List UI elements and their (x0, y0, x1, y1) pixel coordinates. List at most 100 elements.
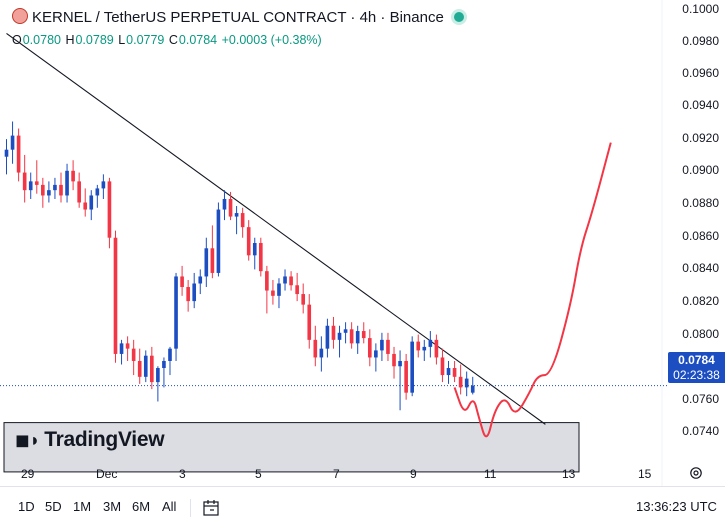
range-1d-button[interactable]: 1D (18, 499, 35, 514)
candle-body (131, 348, 136, 361)
candle-body (16, 135, 21, 173)
candle-body (404, 360, 408, 393)
candle-body (374, 350, 378, 358)
y-tick: 0.0740 (682, 424, 719, 438)
candle-body (361, 331, 366, 339)
candle-body (198, 276, 203, 284)
candle-body (252, 243, 257, 256)
range-6m-button[interactable]: 6M (132, 499, 151, 514)
y-tick: 0.0960 (682, 66, 719, 80)
candle-body (246, 227, 251, 256)
candle-body (204, 248, 209, 277)
x-tick: 3 (179, 467, 186, 481)
open-value: 0.0780 (22, 33, 61, 47)
candle-body (234, 213, 239, 217)
candle-body (28, 181, 33, 191)
candle-body (283, 276, 287, 284)
candle-body (186, 287, 190, 302)
candle-body (77, 181, 81, 203)
candle-body (343, 329, 348, 333)
y-tick: 0.0760 (682, 392, 719, 406)
bottom-toolbar-divider (0, 486, 725, 487)
candle-body (258, 243, 263, 272)
candle-body (174, 276, 178, 349)
candle-body (113, 237, 118, 354)
watermark-text: TradingView (44, 428, 165, 451)
candle-body (386, 339, 390, 354)
range-5d-button[interactable]: 5D (45, 499, 62, 514)
candle-body (331, 325, 336, 340)
x-tick: 5 (255, 467, 262, 481)
candle-body (228, 198, 233, 217)
symbol-title[interactable]: KERNEL / TetherUS PERPETUAL CONTRACT · 4… (32, 9, 444, 26)
utc-clock[interactable]: 13:36:23 UTC (636, 499, 717, 514)
calendar-goto-date-icon[interactable] (202, 499, 220, 517)
candle-body (101, 181, 106, 189)
candle-body (313, 339, 318, 358)
candle-body (89, 195, 94, 210)
candle-body (367, 338, 372, 358)
candle-body (410, 341, 415, 393)
y-tick: 0.0800 (682, 327, 719, 341)
candle-body (150, 355, 154, 383)
candle-body (192, 283, 197, 302)
x-tick: 13 (562, 467, 576, 481)
open-label: O (12, 33, 22, 47)
candle-body (398, 360, 402, 367)
candle-body (34, 181, 39, 185)
y-tick: 0.0940 (682, 98, 719, 112)
y-tick: 0.0920 (682, 131, 719, 145)
close-label: C (168, 33, 178, 47)
candle-body (307, 304, 312, 340)
candle-body (301, 294, 306, 305)
tradingview-watermark: ◼◗ TradingView (15, 428, 165, 452)
candle-body (271, 290, 275, 296)
candle-body (422, 346, 427, 351)
candle-body (355, 331, 360, 344)
candle-body (416, 341, 421, 351)
low-label: L (118, 33, 126, 47)
candle-body (95, 188, 100, 196)
y-tick: 0.0840 (682, 261, 719, 275)
range-1m-button[interactable]: 1M (73, 499, 92, 514)
candle-body (59, 184, 63, 196)
candle-body (71, 170, 75, 182)
chart-header: KERNEL / TetherUS PERPETUAL CONTRACT · 4… (12, 8, 464, 26)
candle-body (440, 357, 445, 376)
candle-body (277, 283, 281, 296)
candle-body (168, 348, 172, 361)
x-tick: 7 (333, 467, 340, 481)
toolbar-separator (190, 499, 191, 517)
candle-body (464, 378, 469, 388)
candle-body (143, 355, 148, 377)
candle-body (47, 190, 51, 196)
candle-body (458, 376, 463, 388)
candle-body (125, 343, 130, 349)
range-all-button[interactable]: All (162, 499, 177, 514)
range-3m-button[interactable]: 3M (103, 499, 122, 514)
trendline (6, 33, 546, 425)
candle-body (240, 213, 245, 228)
y-tick: 0.0880 (682, 196, 719, 210)
current-price-tag: 0.0784 02:23:38 (668, 352, 725, 383)
candle-body (53, 184, 57, 191)
candle-body (319, 348, 324, 358)
x-tick: Dec (96, 467, 118, 481)
candle-body (380, 339, 384, 351)
candle-body (41, 184, 45, 196)
candle-body (289, 276, 293, 286)
change-value: +0.0003 (+0.38%) (221, 33, 322, 47)
candle-body (22, 172, 27, 191)
candle-body (428, 339, 433, 347)
y-tick: 0.0900 (682, 163, 719, 177)
candle-body (265, 271, 269, 291)
high-value: 0.0789 (75, 33, 114, 47)
candle-body (10, 135, 15, 150)
candle-body (222, 198, 227, 210)
candle-body (137, 360, 142, 377)
close-value: 0.0784 (178, 33, 218, 47)
settings-gear-icon[interactable] (689, 466, 703, 480)
candle-body (107, 181, 112, 238)
candle-body (216, 209, 221, 273)
